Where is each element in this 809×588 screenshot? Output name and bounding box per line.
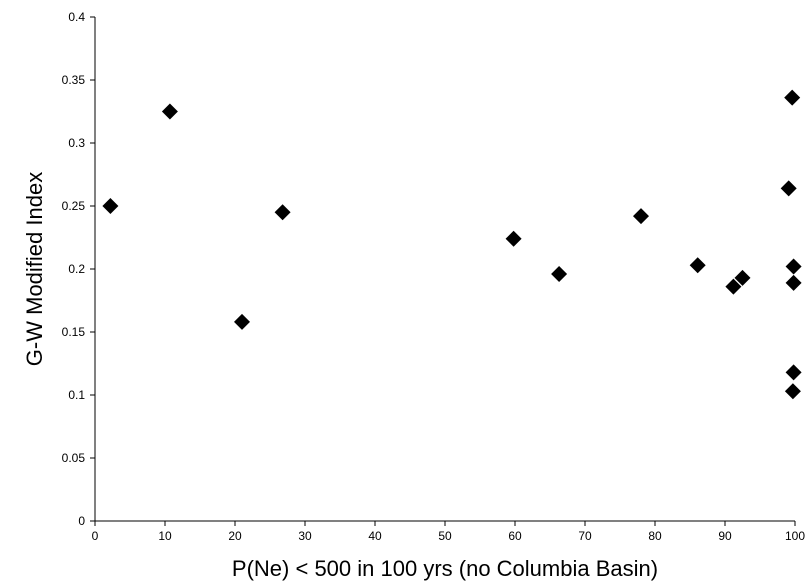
y-tick-label: 0.05 bbox=[62, 451, 86, 465]
data-point bbox=[274, 204, 291, 221]
y-tick-label: 0.3 bbox=[68, 136, 85, 150]
marker-group bbox=[102, 89, 802, 400]
y-tick-label: 0.1 bbox=[68, 388, 85, 402]
x-tick-label: 80 bbox=[648, 529, 662, 543]
y-tick-label: 0 bbox=[78, 514, 85, 528]
x-tick-label: 90 bbox=[718, 529, 732, 543]
data-point bbox=[551, 266, 568, 283]
y-tick-group: 0 0.05 0.1 0.15 0.2 0.25 0.3 0.35 0.4 bbox=[62, 10, 95, 528]
x-tick-label: 70 bbox=[578, 529, 592, 543]
data-point bbox=[780, 180, 797, 197]
data-point bbox=[785, 274, 802, 291]
data-point bbox=[785, 258, 802, 275]
x-tick-label: 20 bbox=[228, 529, 242, 543]
data-point bbox=[734, 269, 751, 286]
data-point bbox=[161, 103, 178, 120]
data-point bbox=[725, 278, 742, 295]
data-point bbox=[234, 313, 250, 330]
data-point bbox=[785, 364, 802, 381]
x-tick-label: 10 bbox=[158, 529, 172, 543]
x-tick-label: 40 bbox=[368, 529, 382, 543]
x-tick-label: 60 bbox=[508, 529, 522, 543]
data-point bbox=[633, 208, 649, 225]
y-tick-label: 0.25 bbox=[62, 199, 86, 213]
x-axis-title: P(Ne) < 500 in 100 yrs (no Columbia Basi… bbox=[232, 556, 658, 581]
x-tick-label: 100 bbox=[785, 529, 805, 543]
y-tick-label: 0.35 bbox=[62, 73, 86, 87]
y-axis-title: G-W Modified Index bbox=[22, 172, 47, 366]
x-tick-label: 50 bbox=[438, 529, 452, 543]
data-point bbox=[784, 89, 801, 106]
x-tick-label: 30 bbox=[298, 529, 312, 543]
y-tick-label: 0.4 bbox=[68, 10, 85, 24]
data-point bbox=[505, 230, 522, 247]
y-tick-label: 0.2 bbox=[68, 262, 85, 276]
data-point bbox=[689, 257, 706, 274]
x-tick-group: 0 10 20 30 40 50 60 70 80 90 100 bbox=[92, 521, 805, 543]
x-tick-label: 0 bbox=[92, 529, 99, 543]
axes bbox=[94, 17, 795, 522]
data-point bbox=[784, 383, 801, 400]
y-tick-label: 0.15 bbox=[62, 325, 86, 339]
data-point bbox=[102, 198, 119, 214]
